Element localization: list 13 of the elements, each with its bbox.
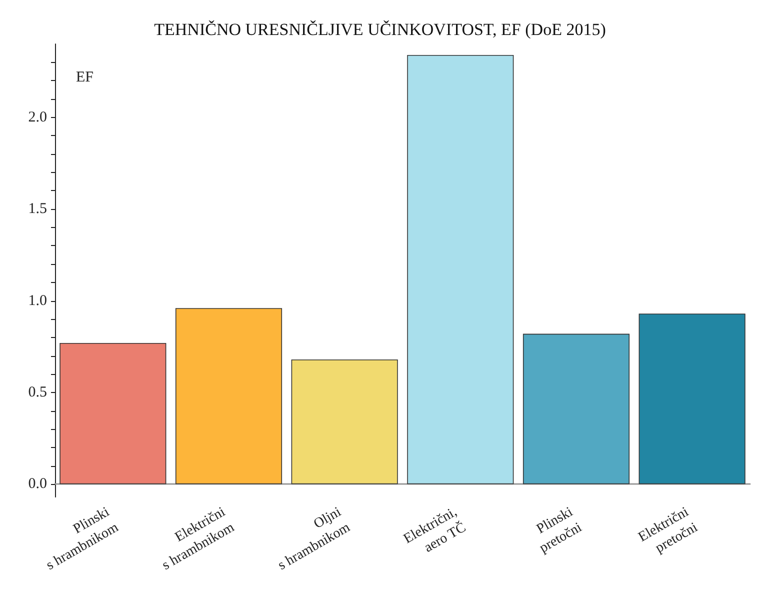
y-tick-label: 0.5 bbox=[28, 384, 47, 400]
y-tick-label: 2.0 bbox=[28, 109, 47, 126]
chart-title: TEHNIČNO URESNIČLJIVE UČINKOVITOST, EF (DoE 2015) bbox=[154, 20, 606, 39]
bar bbox=[522, 334, 630, 484]
bar bbox=[291, 359, 398, 484]
y-tick-label: 1.5 bbox=[28, 201, 47, 218]
bar bbox=[60, 342, 166, 484]
bar bbox=[407, 55, 514, 484]
y-tick-label: 0.0 bbox=[28, 476, 47, 492]
y-axis-title: EF bbox=[76, 70, 94, 86]
bar bbox=[638, 314, 746, 484]
y-tick-label: 1.0 bbox=[28, 292, 47, 309]
bar bbox=[175, 308, 282, 484]
